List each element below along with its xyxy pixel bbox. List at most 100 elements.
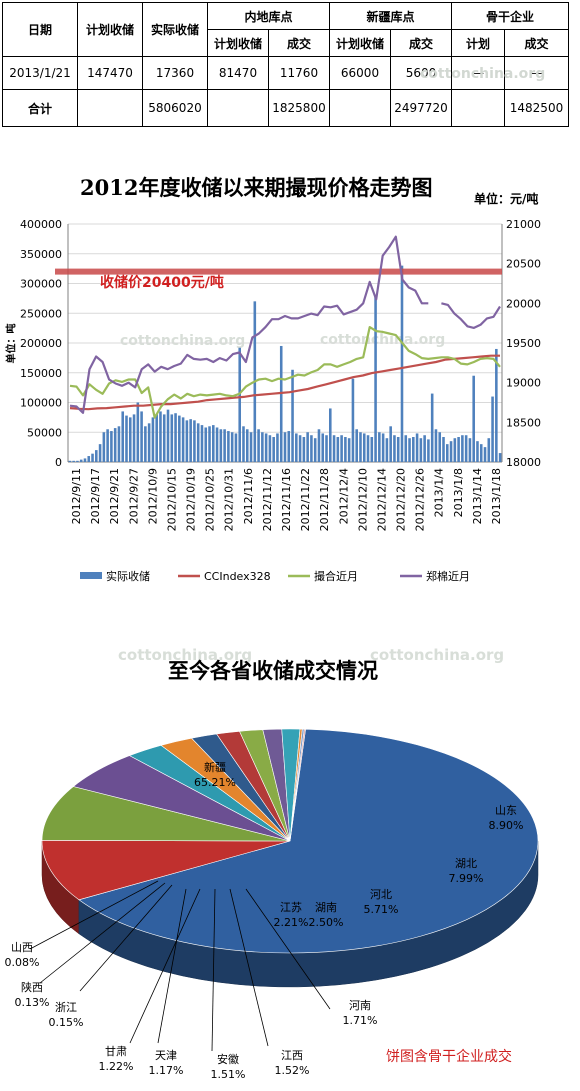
x-tick-label: 2012/10/15: [165, 468, 178, 531]
slice-percent-label: 1.17%: [149, 1064, 184, 1077]
bar: [151, 417, 155, 462]
bar: [204, 427, 208, 462]
slice-name-label: 山西: [11, 941, 33, 954]
bar: [359, 432, 362, 462]
bar: [479, 444, 483, 462]
bar: [170, 414, 174, 462]
y2-tick-label: 20500: [506, 258, 541, 271]
bar: [272, 437, 275, 462]
y2-tick-label: 18500: [506, 416, 541, 429]
bar: [230, 432, 234, 462]
x-tick-label: 2013/1/8: [452, 468, 465, 517]
table-cell: 5806020: [142, 89, 208, 127]
table-cell: 2497720: [390, 89, 452, 127]
y-tick-label: 350000: [20, 248, 62, 261]
watermark: cottonchina.org: [370, 646, 505, 664]
bar: [215, 427, 219, 462]
bar: [483, 447, 487, 462]
legend-label: 撮合近月: [314, 569, 358, 583]
table-cell: 147470: [77, 56, 143, 90]
sub-header-plan: 计划收储: [329, 29, 391, 57]
bar: [249, 432, 253, 462]
watermark: cottonchina.org: [120, 333, 246, 349]
x-tick-label: 2012/11/6: [242, 468, 255, 524]
slice-percent-label: 1.71%: [343, 1014, 378, 1027]
watermark: cottonchina.org: [320, 332, 446, 348]
bar: [189, 419, 192, 462]
bar: [404, 435, 408, 462]
watermark: cottonchina.org: [420, 66, 546, 82]
slice-percent-label: 8.90%: [489, 819, 524, 832]
bar: [117, 426, 121, 462]
bar: [147, 423, 151, 462]
bar: [140, 411, 143, 462]
bar: [291, 369, 294, 462]
bar: [261, 432, 264, 462]
price-trend-chart: 0 50000 100000 150000 200000 250000 300000 3500…: [20, 218, 541, 583]
header-date: 日期: [2, 2, 78, 57]
bar: [396, 437, 400, 462]
y-tick-label: 0: [55, 456, 62, 469]
table-cell: —: [451, 56, 505, 90]
header-xinjiang: 新疆库点: [329, 2, 452, 30]
bar: [430, 393, 434, 462]
x-tick-label: 2012/10/19: [185, 468, 198, 531]
bar: [351, 378, 355, 462]
bar: [491, 396, 494, 462]
bar: [257, 429, 260, 462]
table-cell: —: [504, 56, 569, 90]
bar: [208, 426, 211, 462]
slice-name-label: 浙江: [55, 1001, 77, 1014]
slice-percent-label: 1.22%: [99, 1060, 134, 1073]
bar: [449, 441, 453, 462]
bar: [336, 437, 340, 462]
sub-header-deal: 成交: [390, 29, 452, 57]
legend-label: 郑棉近月: [426, 569, 470, 583]
line-chart-title: 2012年度收储以来期撮现价格走势图: [80, 175, 433, 200]
leader-line: [29, 880, 159, 950]
bar: [310, 435, 313, 462]
bar: [476, 441, 479, 462]
bar: [378, 432, 381, 462]
slice-percent-label: 0.13%: [15, 996, 50, 1009]
slice-name-label: 湖北: [455, 857, 477, 870]
bar: [166, 409, 170, 462]
bar: [196, 423, 200, 462]
x-tick-label: 2012/9/21: [108, 468, 121, 524]
x-tick-label: 2013/1/18: [490, 468, 503, 524]
bar: [193, 420, 196, 462]
slice-percent-label: 5.71%: [364, 903, 399, 916]
bar: [268, 435, 272, 462]
y-tick-label: 400000: [20, 218, 62, 231]
legend-swatch: [80, 572, 102, 579]
y2-tick-label: 21000: [506, 218, 541, 231]
bar: [487, 438, 491, 462]
x-tick-label: 2012/10/25: [204, 468, 217, 531]
leader-line: [39, 882, 166, 984]
bar: [110, 431, 113, 462]
slice-name-label: 山东: [495, 804, 517, 817]
bar: [102, 432, 106, 462]
bar: [136, 402, 140, 462]
sub-header-plan-short: 计划: [451, 29, 505, 57]
slice-name-label: 安徽: [217, 1052, 239, 1066]
bar: [132, 414, 136, 462]
y-tick-label: 200000: [20, 337, 62, 350]
bar: [313, 438, 317, 462]
bar: [427, 439, 430, 462]
y2-tick-label: 18000: [506, 456, 541, 469]
bar: [144, 426, 147, 462]
pie-slice: [78, 728, 539, 954]
table-cell: [329, 89, 391, 127]
leader-line: [245, 888, 331, 1010]
x-tick-label: 2012/9/27: [127, 468, 140, 524]
slice-name-label: 河北: [370, 888, 392, 901]
slice-percent-label: 1.51%: [211, 1068, 246, 1081]
bar: [306, 432, 309, 462]
province-pie-chart: 新疆 65.21% 山东 8.90% 湖北 7.99% 河北 5.71% 湖南 2.50% 江苏 2.…: [5, 728, 539, 1081]
table-cell: 5600: [390, 56, 452, 90]
bar: [472, 375, 475, 462]
bar: [329, 408, 332, 462]
table-cell: [207, 89, 269, 127]
pie-note: 饼图含骨干企业成交: [386, 1049, 512, 1065]
